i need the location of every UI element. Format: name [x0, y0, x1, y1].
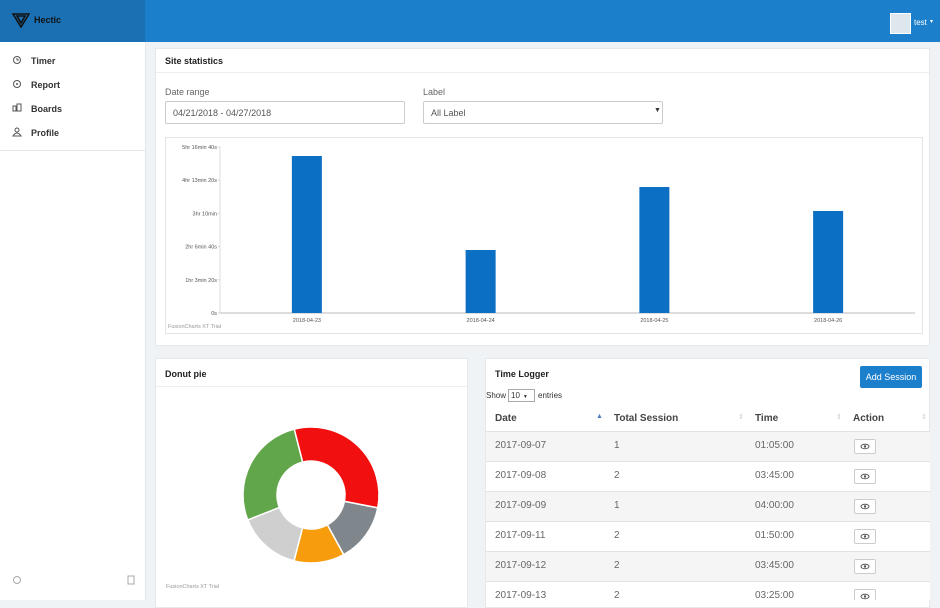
column-header[interactable]: Date [495, 413, 517, 424]
x-tick-label: 2018-04-23 [293, 318, 321, 324]
sidebar [0, 42, 146, 600]
field-label: Label [423, 87, 446, 97]
x-tick-label: 2018-04-26 [814, 318, 842, 324]
user-name[interactable]: test [914, 18, 927, 27]
sort-icon: ⇕ [836, 414, 842, 421]
nav-item[interactable]: Boards [31, 104, 63, 114]
brand-name: Hectic [34, 15, 62, 25]
y-tick-label: 1hr 3min 20s [185, 278, 217, 284]
show-label: Show [486, 391, 507, 400]
column-header[interactable]: Total Session [614, 413, 679, 424]
bar [639, 187, 670, 313]
nav-item[interactable]: Profile [31, 128, 60, 138]
label-select[interactable]: All Label [423, 101, 663, 124]
entries-select[interactable]: 10 ▼ [508, 389, 535, 402]
add-session-button[interactable]: Add Session [860, 366, 922, 388]
nav-icons [12, 56, 22, 137]
x-tick-label: 2018-04-24 [467, 318, 495, 324]
panel-title: Time Logger [495, 369, 549, 379]
y-tick-label: 2hr 6min 40s [185, 245, 217, 251]
y-tick-label: 0s [211, 311, 217, 317]
nav-item[interactable]: Timer [31, 56, 56, 66]
column-header[interactable]: Time [755, 413, 779, 424]
chart-credit: FusionCharts XT Trial [168, 324, 221, 330]
bar [465, 250, 496, 313]
top-bar [0, 0, 940, 42]
sort-icon: ⇕ [738, 414, 744, 421]
panel-divider [156, 386, 467, 387]
nav-separator [0, 150, 145, 151]
bar [291, 155, 322, 313]
y-tick-label: 3hr 10min [193, 211, 217, 217]
sidebar-footer-icons [13, 575, 135, 585]
x-tick-label: 2018-04-25 [640, 318, 668, 324]
y-tick-label: 4hr 13min 20s [182, 178, 217, 184]
user-caret: ▾ [930, 19, 934, 25]
select-caret: ▼ [654, 107, 661, 114]
entries-label: entries [538, 391, 563, 400]
donut-panel [155, 358, 468, 608]
y-tick-label: 5hr 16min 40s [182, 145, 217, 151]
brand-logo [12, 13, 30, 28]
panel-divider [156, 72, 929, 73]
donut-slice [242, 428, 304, 521]
date-range-input[interactable]: 04/21/2018 - 04/27/2018 [165, 101, 405, 124]
nav-item[interactable]: Report [31, 80, 60, 90]
column-header[interactable]: Action [853, 413, 885, 424]
bar [813, 210, 844, 313]
avatar[interactable] [890, 13, 911, 34]
chart-frame [165, 137, 923, 334]
panel-title: Donut pie [165, 369, 207, 379]
donut-slice [293, 426, 380, 509]
bar-chart: FusionCharts XT Trial 0s 1hr 3min 20s 2hr … [165, 137, 923, 334]
field-label: Date range [165, 87, 210, 97]
donut-chart: FusionCharts XT Trial [166, 426, 380, 590]
chart-credit: FusionCharts XT Trial [166, 584, 219, 590]
sort-icon: ⇕ [921, 414, 927, 421]
entries-count: 10 [511, 391, 520, 400]
sort-icon: ▲ [596, 413, 603, 420]
select-caret: ▼ [522, 394, 528, 400]
panel-title: Site statistics [165, 56, 224, 66]
